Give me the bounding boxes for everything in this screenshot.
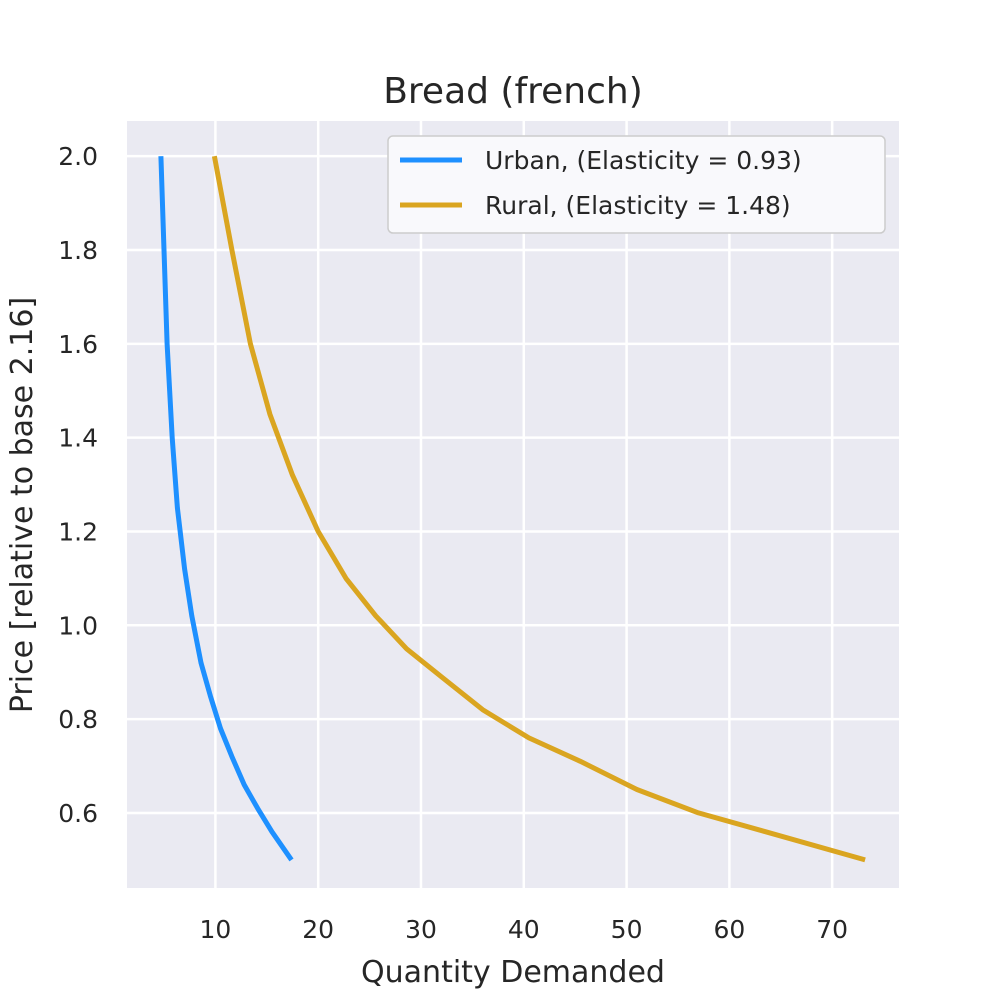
series-line-1 (211, 155, 866, 863)
legend-box (387, 135, 886, 234)
x-tick-label: 20 (302, 915, 334, 944)
y-tick-label: 0.6 (58, 799, 98, 828)
chart-title: Bread (french) (383, 71, 643, 112)
x-tick-label: 10 (199, 915, 231, 944)
x-tick-label: 60 (713, 915, 745, 944)
x-axis-label: Quantity Demanded (361, 955, 665, 990)
legend-label-rural: Rural, (Elasticity = 1.48) (485, 191, 791, 220)
y-tick-labels: 0.6 0.8 1.0 1.2 1.4 1.6 1.8 2.0 (58, 142, 98, 828)
y-tick-label: 1.2 (58, 517, 98, 546)
y-tick-label: 1.8 (58, 236, 98, 265)
x-tick-label: 30 (405, 915, 437, 944)
y-axis-label: Price [relative to base 2.16] (5, 297, 40, 713)
x-tick-label: 50 (611, 915, 643, 944)
grid (127, 121, 899, 888)
y-tick-label: 1.6 (58, 330, 98, 359)
y-tick-label: 0.8 (58, 705, 98, 734)
x-tick-labels: 10 20 30 40 50 60 70 (199, 915, 848, 944)
y-tick-label: 1.0 (58, 611, 98, 640)
y-tick-label: 2.0 (58, 142, 98, 171)
series-line-0 (158, 156, 294, 862)
legend: Urban, (Elasticity = 0.93) Rural, (Elast… (387, 135, 886, 234)
x-tick-label: 70 (816, 915, 848, 944)
series-layer (158, 155, 866, 863)
x-tick-label: 40 (508, 915, 540, 944)
y-tick-label: 1.4 (58, 424, 98, 453)
legend-label-urban: Urban, (Elasticity = 0.93) (485, 146, 802, 175)
plot-background (127, 121, 899, 888)
